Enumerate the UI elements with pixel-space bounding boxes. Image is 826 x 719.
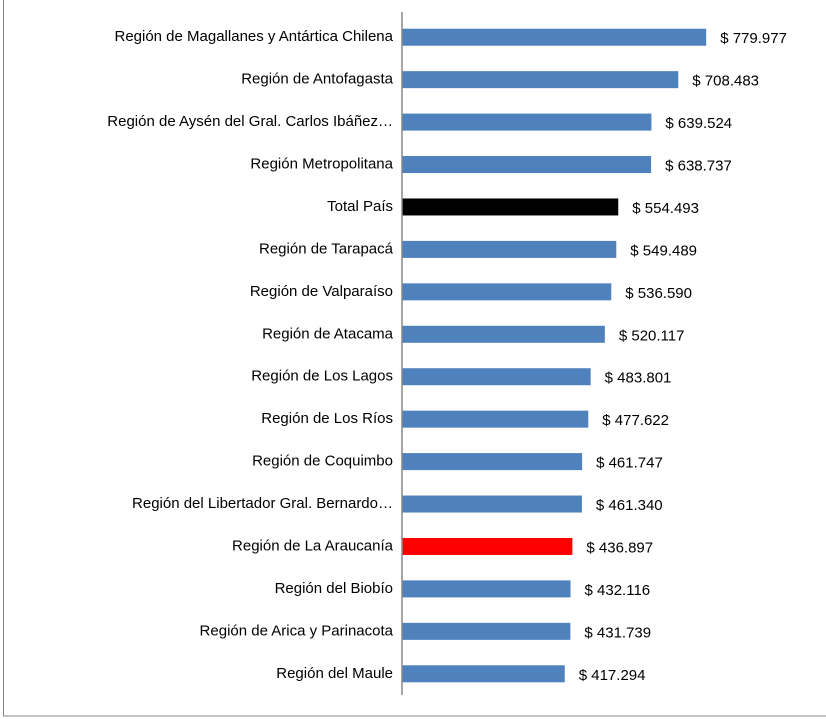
category-label: Región de Los Lagos [251,368,393,385]
category-label: Región de Aysén del Gral. Carlos Ibáñez… [107,113,393,130]
bar [402,198,619,216]
bar [402,240,617,258]
bar [402,156,652,174]
bar [402,665,565,683]
bar [402,28,707,46]
bar [402,495,582,513]
data-label: $ 536.590 [625,285,692,302]
data-label: $ 483.801 [605,370,672,387]
category-label: Total País [327,198,393,215]
category-label: Región de Arica y Parinacota [200,622,394,639]
category-label: Región de Tarapacá [259,240,394,257]
data-label: $ 554.493 [632,200,699,217]
bar [402,283,612,301]
category-label: Región de Atacama [262,325,394,342]
bar [402,71,679,89]
data-label: $ 638.737 [665,158,732,175]
bar [402,325,605,343]
data-label: $ 461.747 [596,455,663,472]
category-label: Región de Valparaíso [250,283,393,300]
bar [402,410,589,428]
data-label: $ 549.489 [630,242,697,259]
category-label: Región de Coquimbo [252,453,393,470]
bar [402,580,571,598]
data-label: $ 639.524 [665,115,732,132]
category-label: Región de Antofagasta [241,71,393,88]
data-label: $ 708.483 [692,73,759,90]
category-label: Región del Libertador Gral. Bernardo… [132,495,393,512]
data-label: $ 520.117 [619,327,685,344]
category-label: Región del Maule [276,665,393,682]
bar [402,113,652,131]
bar [402,537,573,555]
chart-frame [3,0,826,717]
data-label: $ 779.977 [720,30,787,47]
data-label: $ 461.340 [596,497,663,514]
bar [402,453,583,471]
data-label: $ 477.622 [602,412,669,429]
bar [402,368,591,386]
category-label: Región de La Araucanía [232,537,394,554]
data-label: $ 431.739 [584,624,651,641]
category-label: Región de Magallanes y Antártica Chilena [114,28,393,45]
bar [402,622,571,640]
category-label: Región Metropolitana [250,156,393,173]
category-label: Región de Los Ríos [261,410,393,427]
data-label: $ 436.897 [586,539,653,556]
data-label: $ 417.294 [579,667,646,684]
data-label: $ 432.116 [585,582,651,599]
category-label: Región del Biobío [275,580,393,597]
